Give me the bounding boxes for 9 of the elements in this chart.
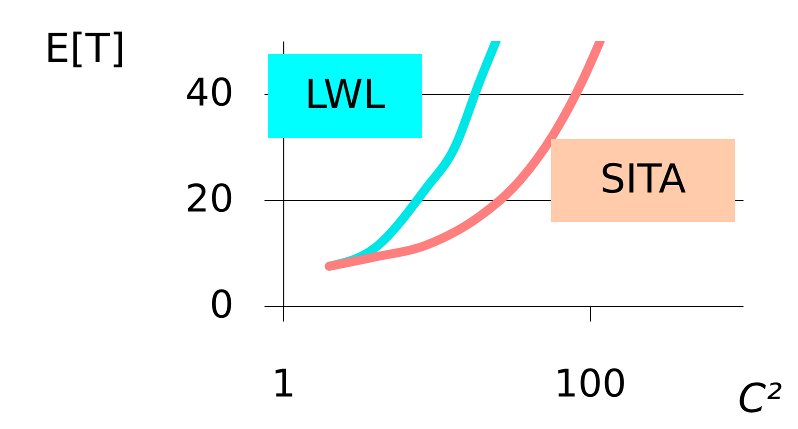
- y-tick-label: 20: [185, 176, 234, 220]
- x-tick-label: 100: [554, 362, 626, 406]
- y-tick-label: 40: [185, 70, 234, 114]
- y-axis-title: E[T]: [44, 26, 126, 72]
- series-label: LWL: [304, 72, 386, 118]
- series-label: SITA: [600, 156, 687, 202]
- x-axis-title: C²: [738, 376, 782, 422]
- y-tick-label: 0: [209, 282, 234, 326]
- x-tick-label: 1: [272, 362, 296, 406]
